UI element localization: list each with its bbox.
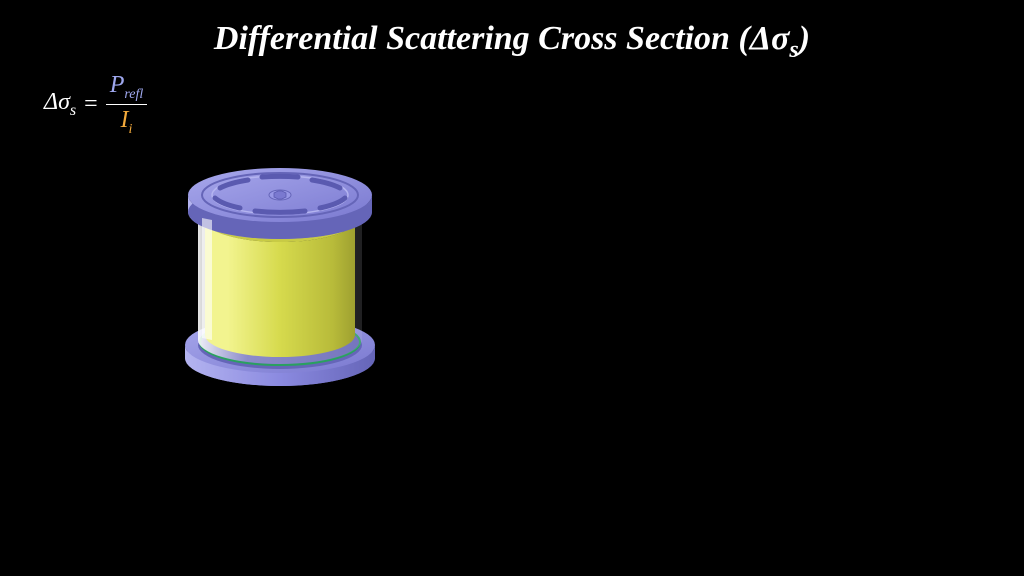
title-symbol: Δσ	[750, 20, 790, 57]
slide-title: Differential Scattering Cross Section (Δ…	[0, 20, 1024, 64]
equation: Δσs = Prefl Ii	[44, 72, 147, 137]
equation-lhs: Δσs	[44, 89, 76, 120]
denominator: Ii	[117, 105, 137, 137]
fraction: Prefl Ii	[106, 72, 148, 137]
numerator-symbol: P	[110, 72, 125, 98]
numerator: Prefl	[106, 72, 148, 105]
center-nut-icon	[269, 190, 291, 200]
lhs-subscript: s	[70, 102, 76, 119]
denominator-symbol: I	[121, 107, 129, 133]
title-suffix: )	[799, 20, 810, 57]
numerator-subscript: refl	[124, 87, 143, 102]
equals-sign: =	[84, 91, 98, 118]
title-prefix: Differential Scattering Cross Section (	[214, 20, 750, 57]
cylinder-svg	[170, 140, 390, 390]
title-subscript: s	[789, 37, 798, 63]
denominator-subscript: i	[129, 122, 133, 137]
cylinder-diagram	[170, 140, 390, 390]
glass-highlight	[202, 218, 212, 340]
lhs-symbol: Δσ	[44, 89, 70, 115]
